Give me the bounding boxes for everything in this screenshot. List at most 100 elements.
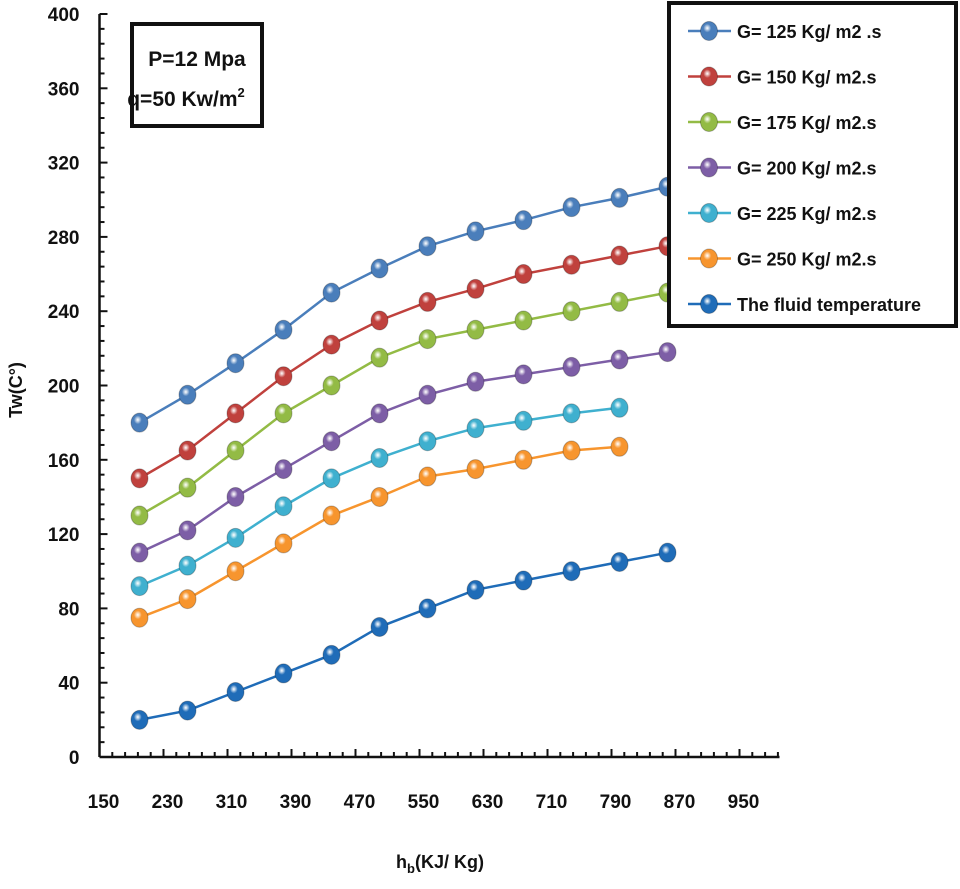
series-3 [130, 342, 677, 563]
data-point [514, 410, 533, 431]
y-tick-label: 120 [48, 525, 80, 546]
legend-item: G= 200 Kg/ m2.s [688, 157, 877, 179]
data-point [370, 616, 389, 637]
data-point [178, 700, 197, 721]
data-point [418, 291, 437, 312]
data-point [514, 264, 533, 285]
series-line [139, 445, 620, 619]
data-point [226, 403, 245, 424]
y-tick-label: 360 [48, 79, 80, 100]
series-line [138, 185, 668, 424]
data-point [226, 561, 245, 582]
series-layer [130, 176, 677, 730]
data-point [322, 334, 341, 355]
data-point [658, 342, 677, 363]
annotation-line1: P=12 Mpa [148, 48, 246, 71]
data-point [370, 258, 389, 279]
data-point [370, 347, 389, 368]
data-point [274, 319, 293, 340]
y-tick-label: 400 [48, 5, 80, 26]
series-4 [130, 397, 629, 597]
data-point [370, 447, 389, 468]
data-point [418, 598, 437, 619]
data-point [370, 310, 389, 331]
data-point [178, 520, 197, 541]
data-point [466, 319, 485, 340]
data-point [562, 440, 581, 461]
legend-item: G= 175 Kg/ m2.s [688, 112, 877, 133]
y-tick-label: 0 [69, 748, 80, 769]
data-point [274, 533, 293, 554]
data-point [274, 403, 293, 424]
data-point [130, 412, 149, 433]
x-tick-label: 310 [216, 792, 248, 813]
data-point [610, 291, 629, 312]
data-point [610, 349, 629, 370]
legend-label: G= 125 Kg/ m2 .s [737, 22, 882, 42]
annotation-line2: q=50 Kw/m2 [127, 85, 245, 111]
data-point [562, 403, 581, 424]
x-tick-label: 790 [600, 792, 632, 813]
series-2 [130, 282, 677, 526]
data-point [466, 278, 485, 299]
data-point [514, 570, 533, 591]
data-point [466, 418, 485, 439]
legend-marker [700, 112, 718, 132]
data-point [274, 496, 293, 517]
legend-marker [700, 66, 718, 87]
data-point [514, 310, 533, 331]
x-tick-label: 950 [728, 792, 760, 813]
y-tick-label: 200 [48, 377, 80, 398]
axes: 0 40 80 120 160 200 240 280 320 360 400 150 230 310 39… [48, 5, 780, 813]
y-tick-label: 40 [58, 674, 79, 695]
data-point [418, 466, 437, 487]
legend-marker [700, 203, 718, 223]
x-tick-label: 390 [280, 792, 312, 813]
data-point [322, 375, 341, 396]
annotation-box: P=12 Mpa q=50 Kw/m2 [127, 22, 264, 128]
data-point [562, 356, 581, 377]
x-axis-title: hb(KJ/ Kg) [396, 852, 484, 876]
data-point [322, 505, 341, 526]
data-point [130, 505, 149, 526]
data-point [610, 551, 629, 572]
y-tick-label: 240 [48, 302, 80, 323]
data-point [418, 431, 437, 452]
legend-label: G= 175 Kg/ m2.s [737, 113, 877, 133]
data-point [466, 579, 485, 600]
data-point [610, 245, 629, 266]
legend-label: The fluid temperature [737, 295, 921, 315]
data-point [418, 236, 437, 257]
data-point [562, 254, 581, 275]
data-point [226, 440, 245, 461]
series-line [138, 244, 668, 480]
data-point [130, 468, 149, 489]
data-point [274, 459, 293, 480]
legend-marker [700, 21, 718, 41]
data-point [226, 353, 245, 374]
series-1 [130, 236, 677, 489]
data-point [370, 403, 389, 424]
y-tick-label: 320 [48, 154, 80, 175]
data-point [322, 431, 341, 452]
series-0 [130, 176, 677, 433]
data-point [322, 468, 341, 489]
x-tick-label: 150 [88, 792, 120, 813]
data-point [562, 197, 581, 218]
data-point [274, 366, 293, 387]
data-point [178, 589, 197, 610]
data-point [562, 301, 581, 322]
legend-item: G= 250 Kg/ m2.s [688, 248, 877, 270]
data-point [322, 644, 341, 665]
data-point [274, 663, 293, 684]
x-tick-label: 550 [408, 792, 440, 813]
data-point [178, 384, 197, 405]
data-point [466, 459, 485, 480]
series-line [139, 551, 668, 722]
data-point [226, 681, 245, 702]
y-axis-title: Tw(C°) [6, 362, 26, 418]
y-tick-label: 280 [48, 228, 80, 249]
data-point [130, 607, 149, 628]
legend-item: The fluid temperature [688, 294, 921, 315]
data-point [466, 221, 485, 242]
